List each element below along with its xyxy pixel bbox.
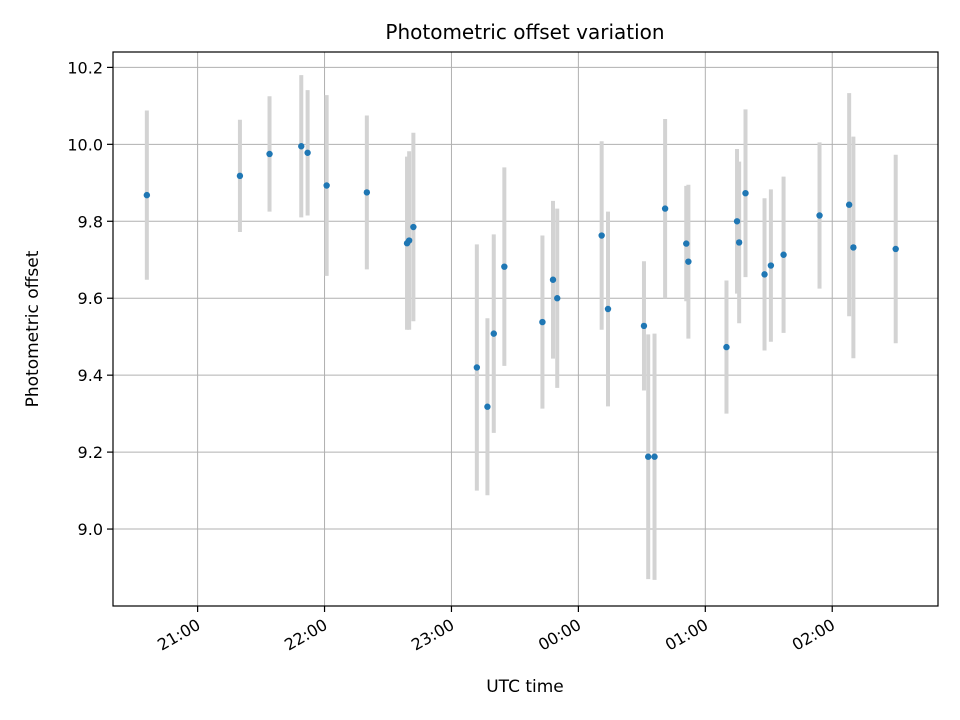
data-points xyxy=(143,143,899,460)
y-axis-label: Photometric offset xyxy=(23,250,43,407)
data-point xyxy=(780,251,787,258)
data-point xyxy=(410,223,417,231)
y-tick-label: 10.2 xyxy=(67,58,103,77)
y-tick-label: 9.4 xyxy=(78,366,103,385)
data-point xyxy=(323,182,330,189)
y-tick-label: 9.0 xyxy=(78,520,103,539)
data-point xyxy=(484,403,491,410)
y-tick-label: 9.8 xyxy=(78,212,103,231)
data-point xyxy=(363,189,371,196)
y-tick-label: 9.2 xyxy=(78,443,103,462)
data-point xyxy=(304,149,311,156)
data-point xyxy=(473,364,481,371)
data-point xyxy=(651,453,658,460)
data-point xyxy=(298,143,305,150)
data-point xyxy=(554,295,561,302)
y-tick-label: 10.0 xyxy=(67,135,103,154)
data-point xyxy=(490,330,497,337)
data-point xyxy=(405,237,413,244)
plot-frame xyxy=(112,51,939,607)
data-point xyxy=(723,343,730,351)
data-point xyxy=(845,201,853,208)
data-point xyxy=(735,239,743,246)
data-point xyxy=(683,240,690,247)
x-axis-label: UTC time xyxy=(486,677,564,697)
data-point xyxy=(733,218,741,225)
data-point xyxy=(539,318,546,326)
data-point xyxy=(640,322,648,330)
data-point xyxy=(549,276,557,283)
data-point xyxy=(767,262,775,269)
data-point xyxy=(742,189,749,197)
data-point xyxy=(816,212,823,219)
grid-lines xyxy=(113,52,938,606)
data-point xyxy=(644,453,652,460)
y-tick-label: 9.6 xyxy=(78,289,103,308)
data-point xyxy=(236,172,244,180)
data-point xyxy=(661,205,669,212)
data-point xyxy=(685,258,692,265)
data-point xyxy=(892,245,899,253)
data-point xyxy=(266,150,273,158)
data-point xyxy=(761,271,768,278)
data-point xyxy=(850,244,857,251)
chart-title: Photometric offset variation xyxy=(385,20,664,44)
data-point xyxy=(598,232,605,239)
data-point xyxy=(604,305,612,313)
data-point xyxy=(143,191,151,199)
data-point xyxy=(501,263,508,270)
